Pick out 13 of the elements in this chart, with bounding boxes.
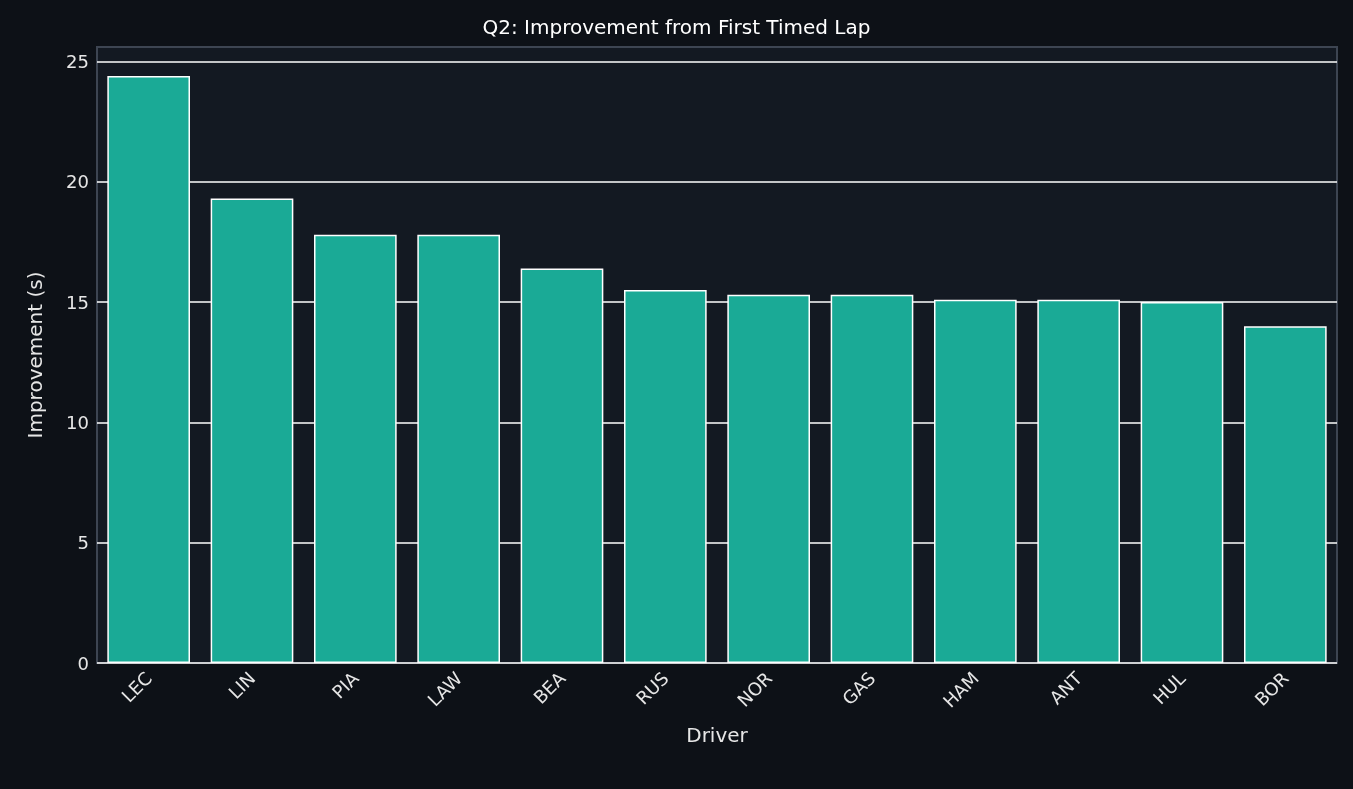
- x-tick-label: PIA: [327, 667, 364, 703]
- y-tick-label: 0: [77, 652, 89, 674]
- chart-title: Q2: Improvement from First Timed Lap: [482, 15, 871, 39]
- y-tick-label: 20: [66, 171, 89, 193]
- y-tick-label: 25: [66, 50, 89, 72]
- y-tick-label: 5: [77, 532, 89, 554]
- x-tick-label: LIN: [224, 667, 260, 703]
- x-axis-title: Driver: [686, 723, 749, 747]
- y-tick-label: 10: [66, 411, 89, 433]
- y-axis-title: Improvement (s): [23, 271, 47, 439]
- y-tick-label: 15: [66, 291, 89, 313]
- x-tick-label: HUL: [1148, 667, 1190, 709]
- x-tick-label: BEA: [529, 667, 570, 708]
